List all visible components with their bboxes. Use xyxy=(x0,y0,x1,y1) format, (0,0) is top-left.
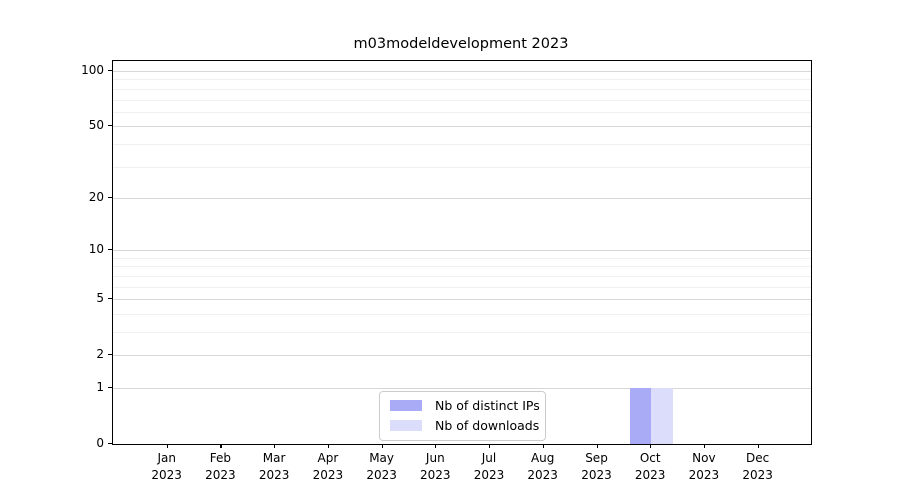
y-tick-0 xyxy=(108,443,112,445)
gridline-minor-4 xyxy=(113,313,811,315)
gridline-major-5 xyxy=(113,299,811,301)
x-tick-oct xyxy=(650,444,652,448)
x-tick-label-apr: Apr 2023 xyxy=(312,451,344,482)
gridline-major-50 xyxy=(113,126,811,128)
chart-title: m03modeldevelopment 2023 xyxy=(353,36,569,52)
x-tick-label-dec: Dec 2023 xyxy=(742,451,773,482)
x-tick-label-oct: Oct 2023 xyxy=(634,451,666,482)
x-tick-label-jul: Jul 2023 xyxy=(473,451,505,482)
bar-nb-of-distinct-ips-oct xyxy=(629,388,652,444)
x-tick-jun xyxy=(435,444,437,448)
gridline-minor-3 xyxy=(113,332,811,333)
x-tick-apr xyxy=(327,444,330,448)
gridline-major-1 xyxy=(113,388,811,389)
x-tick-nov xyxy=(703,444,706,448)
x-tick-label-jan: Jan 2023 xyxy=(151,451,182,482)
gridline-minor-80 xyxy=(113,88,811,90)
gridline-major-100 xyxy=(113,71,811,72)
x-tick-label-mar: Mar 2023 xyxy=(258,451,290,482)
y-tick-label-50: 50 xyxy=(88,118,104,133)
legend-item-distinct-ips: Nb of distinct IPs xyxy=(390,398,540,413)
y-tick-50 xyxy=(108,125,112,127)
gridline-major-10 xyxy=(113,250,811,252)
gridline-minor-7 xyxy=(113,275,811,277)
gridline-minor-60 xyxy=(113,111,811,113)
legend: Nb of distinct IPs Nb of downloads xyxy=(379,391,546,441)
gridline-minor-90 xyxy=(113,79,811,81)
gridline-minor-40 xyxy=(113,143,811,145)
y-tick-2 xyxy=(108,354,112,356)
gridline-minor-8 xyxy=(113,266,811,268)
y-tick-label-1: 1 xyxy=(96,380,104,394)
gridline-major-20 xyxy=(113,197,811,199)
legend-item-downloads: Nb of downloads xyxy=(390,418,539,433)
y-tick-label-5: 5 xyxy=(96,291,104,306)
x-tick-label-feb: Feb 2023 xyxy=(205,451,236,482)
y-tick-5 xyxy=(108,298,112,300)
x-tick-jul xyxy=(489,444,491,448)
legend-label-downloads: Nb of downloads xyxy=(435,418,540,433)
x-tick-dec xyxy=(757,444,759,448)
y-tick-label-0: 0 xyxy=(96,436,104,450)
y-tick-label-20: 20 xyxy=(88,189,104,204)
y-tick-label-10: 10 xyxy=(88,242,104,257)
legend-swatch-distinct-ips xyxy=(390,400,422,411)
gridline-minor-70 xyxy=(113,99,811,101)
gridline-minor-6 xyxy=(113,286,811,288)
y-tick-label-100: 100 xyxy=(81,63,104,77)
plot-area: Nb of distinct IPs Nb of downloads xyxy=(112,60,812,445)
x-tick-mar xyxy=(274,444,276,448)
x-tick-may xyxy=(381,444,383,448)
bar-nb-of-downloads-oct xyxy=(651,388,673,444)
y-tick-label-2: 2 xyxy=(96,347,104,362)
x-tick-aug xyxy=(542,444,544,448)
x-tick-jan xyxy=(166,444,168,448)
gridline-major-2 xyxy=(113,355,811,357)
y-tick-10 xyxy=(108,249,112,251)
x-tick-label-jun: Jun 2023 xyxy=(420,451,451,482)
gridline-minor-9 xyxy=(113,257,811,259)
x-tick-sep xyxy=(596,444,598,448)
x-tick-label-nov: Nov 2023 xyxy=(688,451,720,482)
x-tick-feb xyxy=(220,444,222,448)
y-tick-1 xyxy=(108,387,112,389)
gridline-minor-30 xyxy=(113,166,811,168)
legend-label-distinct-ips: Nb of distinct IPs xyxy=(435,398,540,413)
y-tick-100 xyxy=(108,70,112,72)
x-tick-label-aug: Aug 2023 xyxy=(527,451,558,482)
x-tick-label-may: May 2023 xyxy=(366,451,397,482)
x-tick-label-sep: Sep 2023 xyxy=(581,451,612,482)
y-tick-20 xyxy=(108,196,112,199)
legend-swatch-downloads xyxy=(390,420,422,431)
